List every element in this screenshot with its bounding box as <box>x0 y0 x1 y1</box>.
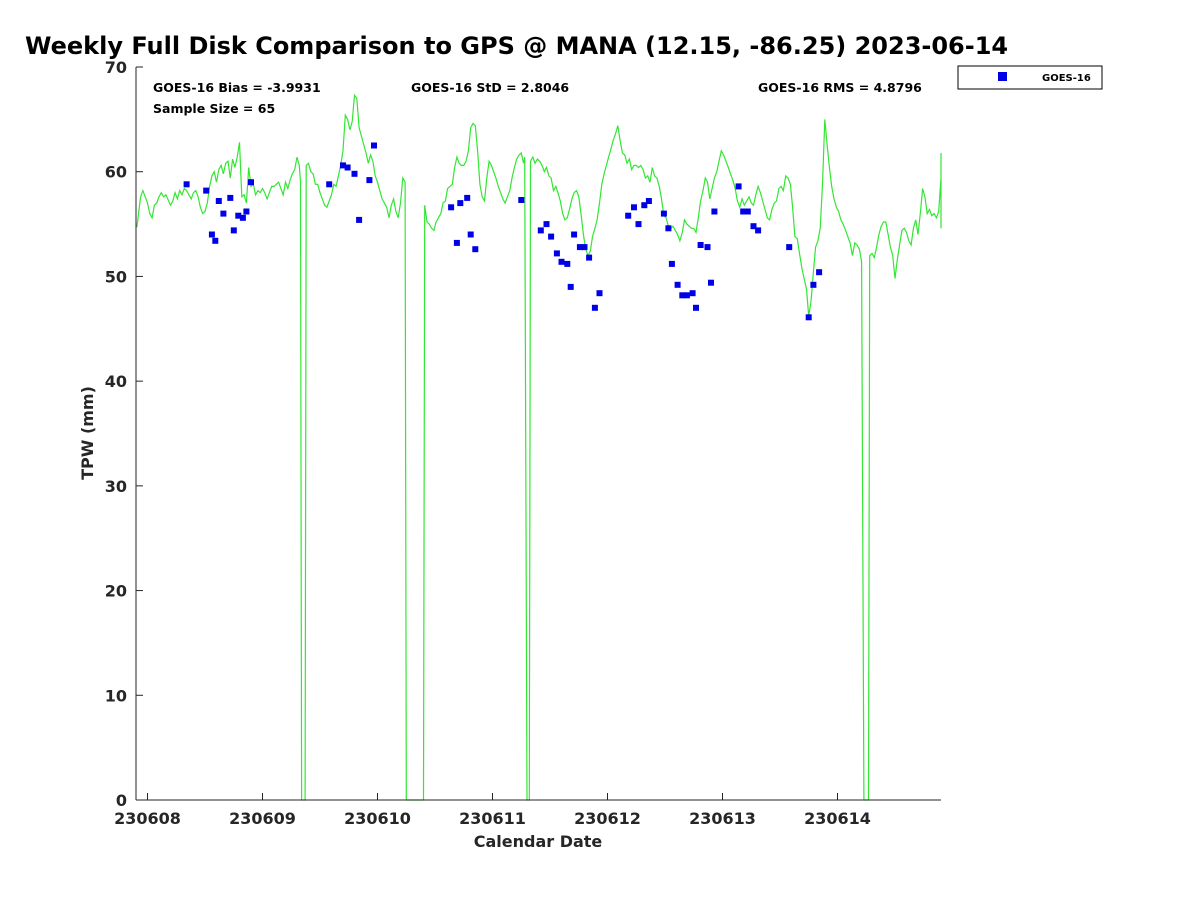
goes-point <box>596 290 603 297</box>
goes-point <box>816 269 823 276</box>
goes-point <box>571 231 578 238</box>
bias-stat: GOES-16 Bias = -3.9931 <box>153 80 321 95</box>
goes-point <box>641 202 648 209</box>
goes-point <box>326 181 333 188</box>
y-axis-label: TPW (mm) <box>78 386 97 480</box>
plot-area <box>136 67 941 800</box>
goes-point <box>668 260 675 267</box>
y-tick-label: 40 <box>105 372 127 391</box>
goes-point <box>786 244 793 251</box>
goes-point <box>740 208 747 215</box>
x-tick-label: 230613 <box>689 809 756 828</box>
y-tick-label: 50 <box>105 267 127 286</box>
goes-point <box>558 258 565 265</box>
goes-point <box>243 208 250 215</box>
y-tick-label: 30 <box>105 477 127 496</box>
goes-point <box>356 216 363 223</box>
legend-box <box>957 65 1103 90</box>
goes-point <box>548 233 555 240</box>
goes-point <box>645 198 652 204</box>
axes-layer: 0 10 20 30 40 50 60 70 230608 230609 230610 230611 2… <box>105 58 941 828</box>
goes-point <box>448 204 455 211</box>
rms-stat: GOES-16 RMS = 4.8796 <box>758 80 922 95</box>
goes-point <box>564 260 571 267</box>
goes-point <box>693 304 699 311</box>
x-axis-label: Calendar Date <box>474 832 603 851</box>
goes-point <box>635 221 642 228</box>
goes-point <box>805 314 812 321</box>
goes-point <box>227 194 234 201</box>
std-stat: GOES-16 StD = 2.8046 <box>411 80 569 95</box>
gps-series-line <box>136 93 942 801</box>
goes-point <box>683 292 690 299</box>
goes-point <box>744 208 751 215</box>
goes-point <box>239 214 246 221</box>
y-tick-label: 10 <box>105 686 127 705</box>
gps-series-layer <box>136 93 942 801</box>
goes-point <box>810 281 817 288</box>
goes-point <box>581 244 588 251</box>
goes-point <box>230 227 237 234</box>
goes-point <box>586 254 593 261</box>
goes-point <box>351 170 358 177</box>
goes-point <box>697 242 704 248</box>
goes-point <box>553 250 560 257</box>
y-tick-label: 60 <box>105 163 127 182</box>
goes-series-layer <box>183 142 823 321</box>
goes-point <box>679 292 686 299</box>
goes-point <box>457 200 464 207</box>
goes-point <box>750 223 757 230</box>
goes-point <box>371 142 377 149</box>
goes-point <box>472 246 479 253</box>
legend: GOES-16 <box>957 65 1103 90</box>
goes-point <box>518 197 525 203</box>
chart-title: Weekly Full Disk Comparison to GPS @ MAN… <box>25 32 1008 60</box>
goes-point <box>344 164 351 171</box>
goes-point <box>543 221 550 228</box>
x-tick-label: 230610 <box>344 809 411 828</box>
goes-point <box>625 212 632 219</box>
goes-point <box>208 231 215 238</box>
legend-marker-goes <box>998 72 1007 81</box>
legend-label-goes: GOES-16 <box>1042 73 1091 84</box>
goes-point <box>755 227 762 234</box>
goes-point <box>689 290 696 297</box>
x-tick-label: 230609 <box>229 809 296 828</box>
x-tick-label: 230608 <box>114 809 181 828</box>
goes-point <box>203 187 210 194</box>
goes-point <box>248 179 254 186</box>
x-tick-label: 230611 <box>459 809 526 828</box>
goes-point <box>464 194 471 201</box>
goes-point <box>340 162 346 169</box>
goes-point <box>366 177 373 184</box>
goes-point <box>708 279 714 286</box>
y-tick-label: 0 <box>116 791 127 810</box>
goes-point <box>212 237 219 244</box>
goes-point <box>537 227 544 234</box>
goes-point <box>220 210 227 217</box>
x-tick-label: 230612 <box>574 809 641 828</box>
goes-point <box>453 239 460 246</box>
goes-point <box>660 210 667 217</box>
goes-point <box>235 212 242 219</box>
goes-point <box>467 231 474 238</box>
x-tick-label: 230614 <box>804 809 871 828</box>
goes-point <box>215 198 222 204</box>
y-tick-label: 20 <box>105 582 127 601</box>
goes-point <box>631 204 637 211</box>
goes-point <box>183 181 190 188</box>
goes-point <box>704 244 711 251</box>
goes-point <box>674 281 681 288</box>
y-tick-label: 70 <box>105 58 127 77</box>
goes-point <box>576 244 583 251</box>
goes-point <box>735 183 742 190</box>
goes-point <box>665 225 672 232</box>
goes-point <box>567 283 574 290</box>
sample-size-stat: Sample Size = 65 <box>153 101 275 116</box>
goes-point <box>591 304 598 311</box>
goes-point <box>711 208 718 215</box>
